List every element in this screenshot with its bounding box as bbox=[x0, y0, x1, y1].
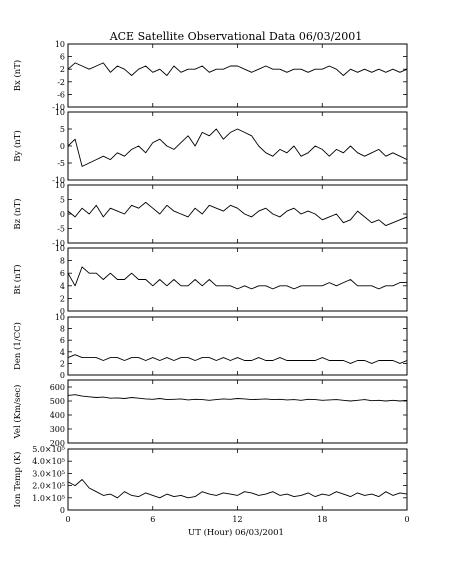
y-tick-label: 10 bbox=[55, 108, 65, 117]
y-axis-label: Bz (nT) bbox=[12, 198, 23, 229]
y-tick-label: 300 bbox=[50, 425, 65, 434]
y-tick-label: 500 bbox=[50, 397, 65, 406]
panel-3: 10 5 0 -5 -10 Bz (nT) bbox=[12, 181, 408, 248]
panel-frame bbox=[67, 448, 408, 511]
y-axis-label: Bx (nT) bbox=[12, 60, 23, 92]
y-tick-label: -10 bbox=[52, 176, 65, 185]
panel-frame bbox=[67, 111, 408, 181]
panel-6: 600 500 400 300 200 Vel (Km/sec) bbox=[12, 379, 408, 448]
y-axis-label: Ion Temp (K) bbox=[12, 452, 23, 508]
series-line bbox=[67, 128, 408, 167]
panel-1: 10 6 2 -2 -6 -10 Bx (nT) bbox=[12, 40, 408, 112]
y-tick-label: 5 bbox=[60, 125, 65, 134]
y-tick-label: -10 bbox=[52, 239, 65, 248]
chart-title: ACE Satellite Observational Data 06/03/2… bbox=[109, 30, 363, 43]
y-tick-label: 4.0×10⁵ bbox=[32, 457, 65, 466]
y-tick-label: 2 bbox=[60, 65, 65, 74]
y-tick-label: 6 bbox=[60, 269, 65, 278]
y-tick-label: 2 bbox=[60, 294, 65, 303]
x-axis-title: UT (Hour) 06/03/2001 bbox=[188, 527, 284, 538]
panel-2: 10 5 0 -5 -10 By (nT) bbox=[12, 108, 408, 185]
y-tick-label: 10 bbox=[55, 181, 65, 190]
y-tick-label: 10 bbox=[55, 40, 65, 49]
series-line bbox=[67, 479, 408, 499]
panel-7: 5.0×10⁵ 4.0×10⁵ 3.0×10⁵ 2.0×10⁵ 1.0×10⁵ 0 Ion … bbox=[12, 445, 408, 515]
panel-frame bbox=[67, 379, 408, 444]
y-tick-label: 0 bbox=[60, 307, 65, 316]
series-line bbox=[67, 266, 407, 290]
x-tick-label: 0 bbox=[65, 515, 70, 524]
y-tick-label: 200 bbox=[50, 439, 65, 448]
y-tick-label: 3.0×10⁵ bbox=[32, 469, 65, 478]
series-line bbox=[67, 394, 408, 402]
y-tick-label: 0 bbox=[60, 142, 65, 151]
y-tick-label: 6 bbox=[60, 53, 65, 62]
y-tick-label: -2 bbox=[57, 78, 65, 87]
y-tick-label: 0 bbox=[60, 210, 65, 219]
y-tick-label: 6 bbox=[60, 336, 65, 345]
panel-frame bbox=[67, 184, 408, 244]
y-tick-label: 10 bbox=[55, 244, 65, 253]
y-tick-label: -5 bbox=[57, 225, 65, 234]
y-tick-label: -5 bbox=[57, 159, 65, 168]
y-tick-label: 5 bbox=[60, 196, 65, 205]
y-tick-label: 1.0×10⁵ bbox=[32, 494, 65, 503]
y-tick-label: 2.0×10⁵ bbox=[32, 482, 65, 491]
panels-group: 10 6 2 -2 -6 -10 Bx (nT) 10 5 0 -5 -10 By (nT) 10 5 0 -5… bbox=[12, 40, 408, 515]
y-tick-label: 4 bbox=[60, 348, 65, 357]
panel-frame bbox=[67, 316, 408, 376]
series-line bbox=[67, 62, 408, 76]
panel-4: 10 8 6 4 2 0 Bt (nT) bbox=[12, 244, 408, 316]
series-line bbox=[67, 354, 408, 364]
y-tick-label: 0 bbox=[60, 506, 65, 515]
y-axis-label: Bt (nT) bbox=[12, 264, 23, 294]
y-tick-label: 600 bbox=[50, 383, 65, 392]
x-tick-label: 6 bbox=[150, 515, 155, 524]
panel-5: 10 8 6 4 2 0 Den (1/CC) bbox=[12, 313, 408, 380]
y-tick-label: 0 bbox=[60, 371, 65, 380]
y-tick-label: 2 bbox=[60, 359, 65, 368]
y-tick-label: -6 bbox=[57, 90, 65, 99]
y-tick-label: 5.0×10⁵ bbox=[32, 445, 65, 454]
panel-frame bbox=[67, 43, 408, 108]
y-tick-label: -10 bbox=[52, 103, 65, 112]
x-tick-label: 18 bbox=[317, 515, 327, 524]
y-tick-label: 400 bbox=[50, 411, 65, 420]
y-tick-label: 10 bbox=[55, 313, 65, 322]
series-line bbox=[67, 201, 408, 227]
x-axis: 0 6 12 18 0 bbox=[65, 515, 409, 524]
x-tick-label: 0 bbox=[404, 515, 409, 524]
y-axis-label: By (nT) bbox=[12, 130, 23, 162]
x-tick-label: 12 bbox=[232, 515, 242, 524]
y-axis-label: Vel (Km/sec) bbox=[12, 385, 23, 440]
y-tick-label: 8 bbox=[60, 325, 65, 334]
y-axis-label: Den (1/CC) bbox=[12, 322, 23, 370]
y-tick-label: 4 bbox=[60, 282, 65, 291]
y-tick-label: 8 bbox=[60, 257, 65, 266]
